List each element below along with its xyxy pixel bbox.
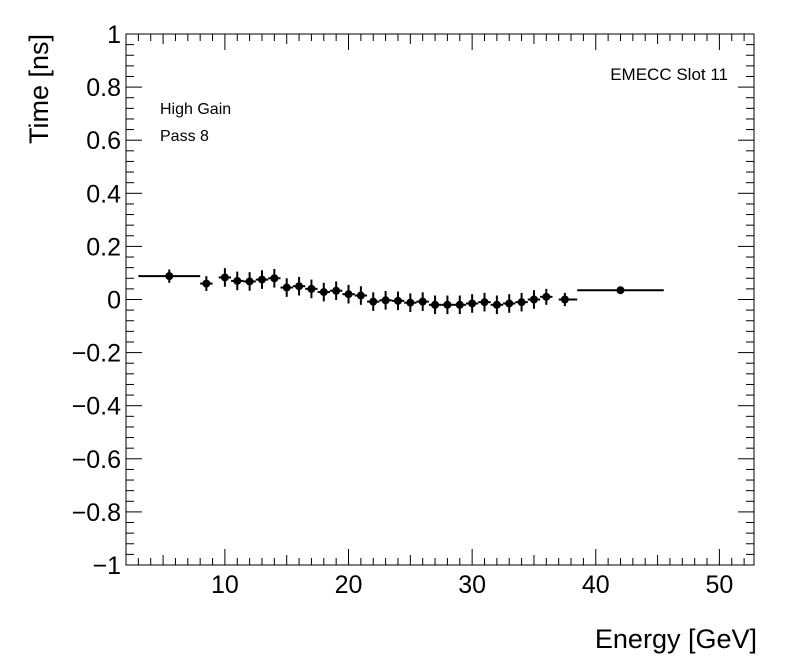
y-axis-ticks: [126, 33, 754, 566]
x-tick-label: 10: [211, 571, 239, 599]
data-marker: [332, 286, 341, 295]
annotation-pass: Pass 8: [160, 128, 209, 145]
annotation-gain: High Gain: [160, 101, 231, 118]
data-marker: [344, 290, 353, 299]
y-axis-tick-labels: −1 −0.8 −0.6 −0.4 −0.2 0 0.2 0.4 0.6 0.8 1: [72, 21, 121, 580]
x-axis-ticks: [137, 34, 745, 565]
data-marker: [245, 277, 254, 286]
data-point: [441, 295, 454, 315]
data-marker: [418, 297, 427, 306]
data-point: [404, 293, 417, 312]
y-tick-label: −0.4: [72, 393, 121, 421]
data-point: [255, 270, 269, 289]
data-point: [292, 276, 306, 296]
data-marker: [542, 292, 551, 301]
data-point: [218, 268, 232, 287]
data-point: [200, 276, 213, 292]
data-marker: [282, 283, 291, 292]
data-marker: [393, 296, 402, 305]
data-marker: [529, 295, 538, 304]
data-point: [305, 279, 318, 299]
data-point: [280, 278, 293, 297]
x-tick-label: 50: [705, 571, 733, 599]
data-marker: [560, 295, 569, 304]
x-tick-label: 30: [458, 571, 486, 599]
data-marker: [406, 298, 415, 307]
data-point: [515, 292, 528, 312]
x-tick-label: 40: [582, 571, 610, 599]
data-marker: [369, 297, 378, 306]
data-point: [527, 290, 541, 309]
data-point: [465, 294, 479, 313]
data-marker: [480, 298, 489, 307]
data-point: [231, 271, 244, 291]
data-series: [138, 268, 664, 315]
data-marker: [165, 272, 174, 281]
data-point: [558, 292, 578, 307]
y-tick-label: 0.4: [86, 180, 121, 208]
data-point: [329, 281, 343, 301]
data-point: [379, 291, 392, 310]
y-axis-title: Time [ns]: [24, 34, 54, 144]
data-point: [453, 295, 466, 315]
x-axis-title: Energy [GeV]: [595, 624, 757, 654]
y-tick-label: −0.2: [72, 340, 121, 368]
data-marker: [443, 300, 452, 309]
data-marker: [431, 300, 440, 309]
x-tick-label: 20: [335, 571, 363, 599]
y-tick-label: −0.8: [72, 499, 121, 527]
data-marker: [307, 284, 316, 293]
y-tick-label: 0: [107, 287, 121, 315]
data-marker: [468, 299, 477, 308]
data-marker: [492, 300, 501, 309]
data-point: [391, 291, 405, 311]
data-point: [478, 292, 491, 312]
y-tick-label: 0.2: [86, 233, 121, 261]
data-point: [367, 292, 380, 311]
data-marker: [295, 282, 304, 291]
y-tick-label: 1: [107, 21, 121, 49]
data-marker: [319, 288, 328, 297]
data-marker: [356, 291, 365, 300]
data-marker: [517, 298, 526, 307]
data-point: [243, 272, 256, 291]
x-axis-tick-labels: 10 20 30 40 50: [211, 571, 733, 599]
data-point: [268, 268, 281, 288]
data-marker: [257, 275, 266, 284]
data-marker: [220, 273, 229, 282]
data-point: [503, 294, 516, 313]
data-point: [354, 286, 368, 305]
y-tick-label: −0.6: [72, 446, 121, 474]
y-tick-label: 0.6: [86, 127, 121, 155]
data-marker: [455, 300, 464, 309]
y-tick-label: 0.8: [86, 74, 121, 102]
data-point: [540, 288, 553, 305]
data-marker: [233, 276, 242, 285]
data-marker: [505, 299, 514, 308]
annotation-slot: EMECC Slot 11: [610, 65, 728, 84]
data-point: [490, 295, 504, 315]
data-point: [428, 295, 442, 315]
data-marker: [616, 286, 625, 295]
data-marker: [270, 274, 279, 283]
data-point: [317, 282, 330, 302]
data-marker: [202, 279, 211, 288]
data-point: [577, 286, 664, 295]
data-marker: [381, 296, 390, 305]
data-point: [138, 269, 201, 283]
data-point: [416, 292, 429, 311]
data-point: [342, 284, 355, 304]
y-tick-label: −1: [92, 552, 121, 580]
